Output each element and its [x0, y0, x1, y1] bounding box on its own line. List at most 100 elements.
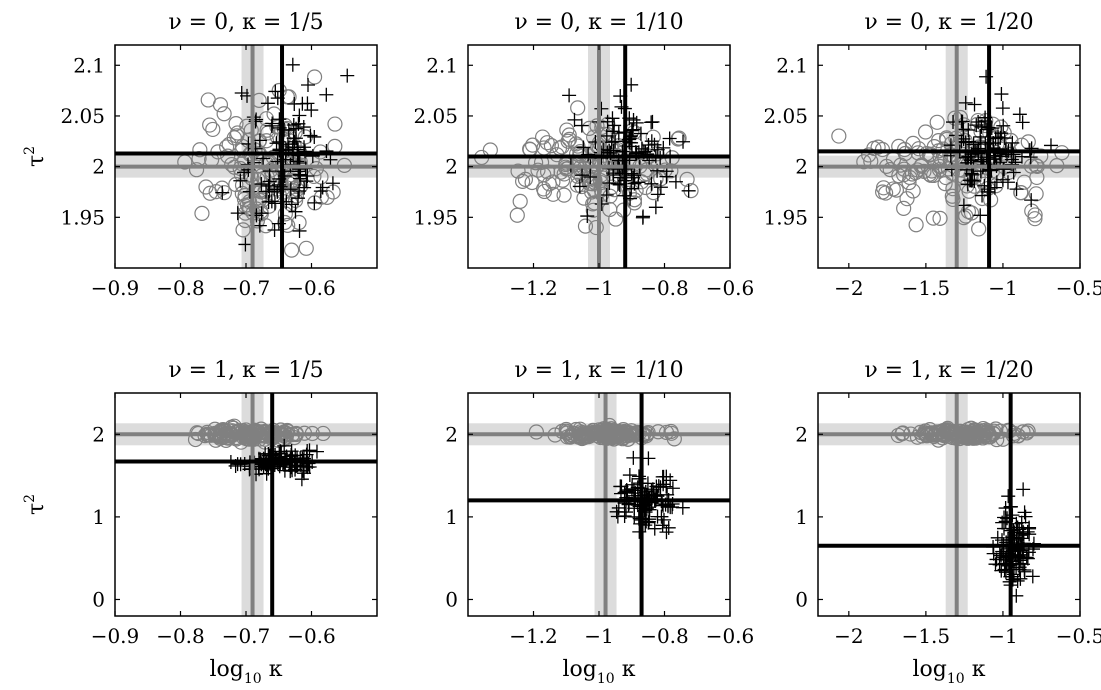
- plus-point: [283, 451, 298, 466]
- panel-title: ν = 1, κ = 1/5: [168, 358, 323, 383]
- y-tick-label: 2: [92, 422, 105, 446]
- plus-point: [1024, 193, 1039, 208]
- circle-point: [216, 106, 232, 122]
- panel-6: −2 −1.5 −1 −0.5 0 1 2 ν = 1, κ = 1/20 log10 κ: [795, 358, 1101, 687]
- circle-point: [235, 222, 251, 238]
- circle-point: [939, 422, 955, 438]
- plus-point: [304, 103, 319, 118]
- y-tick-label: 2: [445, 422, 458, 446]
- plus-point: [292, 223, 307, 238]
- y-tick-label: 2.1: [73, 53, 105, 77]
- circle-point: [650, 424, 666, 440]
- x-tick-label: −0.8: [640, 276, 689, 300]
- plus-point: [1013, 571, 1028, 586]
- circle-point: [971, 221, 987, 237]
- circle-point: [559, 122, 575, 138]
- circle-point: [916, 163, 932, 179]
- plus-point: [655, 518, 670, 533]
- plus-point: [622, 468, 637, 483]
- plus-point: [962, 173, 977, 188]
- circle-point: [1013, 185, 1029, 201]
- panel-2: −1.2 −1 −0.8 −0.6 1.95 2 2.05 2.1 ν = 0, κ = 1/1…: [413, 10, 754, 300]
- x-tick-label: −1: [988, 624, 1017, 648]
- circle-point: [570, 100, 586, 116]
- plus-point: [605, 124, 620, 139]
- plus-point: [325, 176, 340, 191]
- plus-point: [641, 451, 656, 466]
- y-tick-label: 1.95: [60, 205, 105, 229]
- y-tick-label: 2.05: [60, 104, 105, 128]
- plus-point: [659, 479, 674, 494]
- y-tick-label: 0: [92, 587, 105, 611]
- circle-point: [534, 129, 551, 145]
- plus-point: [607, 118, 622, 133]
- plot-area: [818, 393, 1080, 616]
- plus-point: [285, 57, 300, 72]
- plus-point: [268, 84, 283, 99]
- panel-4: −0.9 −0.8 −0.7 −0.6 0 1 2 ν = 1, κ = 1/5 τ2 log10…: [22, 358, 378, 687]
- plus-point: [656, 140, 671, 155]
- plus-point: [303, 128, 318, 143]
- circle-point: [205, 121, 221, 138]
- plus-point: [252, 218, 267, 233]
- plus-point: [661, 520, 676, 535]
- plus-point: [599, 188, 614, 203]
- plus-point: [958, 95, 973, 110]
- circle-point: [192, 142, 208, 158]
- circle-point: [917, 124, 934, 140]
- panel-title: ν = 0, κ = 1/10: [514, 10, 683, 35]
- axes-frame: [817, 44, 1081, 269]
- plus-point: [613, 486, 628, 501]
- plus-point: [1014, 515, 1029, 530]
- plus-point: [287, 97, 302, 112]
- plus-point: [659, 169, 674, 184]
- plus-point: [656, 512, 671, 527]
- circle-point: [202, 117, 218, 133]
- plus-point: [296, 120, 311, 135]
- x-tick-label: −1: [584, 276, 613, 300]
- plus-point: [277, 122, 292, 137]
- circle-point: [228, 115, 244, 132]
- y-tick-label: 2: [795, 422, 808, 446]
- plus-point: [298, 144, 313, 159]
- circle-point: [283, 242, 300, 258]
- circle-point: [626, 195, 643, 211]
- circle-point: [944, 188, 960, 204]
- circle-point: [220, 148, 236, 164]
- circle-point: [878, 185, 894, 201]
- plus-point: [653, 180, 668, 195]
- circle-point: [952, 430, 968, 447]
- plus-point: [633, 126, 648, 141]
- x-tick-label: −0.9: [91, 624, 140, 648]
- plus-point: [267, 223, 282, 238]
- x-tick-label: −0.6: [706, 624, 755, 648]
- x-tick-label: −2: [834, 276, 863, 300]
- plus-point: [230, 206, 245, 221]
- circle-point: [1028, 186, 1044, 202]
- panel-title: ν = 1, κ = 1/20: [864, 358, 1033, 383]
- plus-point: [1016, 482, 1031, 497]
- plus-point: [663, 473, 678, 488]
- circle-point: [985, 116, 1001, 132]
- panel-title: ν = 0, κ = 1/20: [864, 10, 1033, 35]
- plus-point: [288, 204, 303, 219]
- plus-point: [283, 182, 298, 197]
- plus-point: [300, 96, 315, 111]
- plus-point: [287, 134, 302, 149]
- plus-point: [319, 144, 334, 159]
- circle-point: [1027, 207, 1043, 223]
- y-axis-label: τ2: [22, 146, 49, 167]
- plus-point: [626, 112, 641, 127]
- x-tick-label: −0.8: [156, 276, 205, 300]
- plus-point: [289, 121, 304, 136]
- plus-point: [293, 171, 308, 186]
- circle-point: [1033, 148, 1049, 164]
- circle-point: [602, 201, 618, 218]
- x-tick-label: −1: [988, 276, 1017, 300]
- plus-point: [260, 96, 275, 111]
- plus-point: [644, 176, 659, 191]
- plus-point: [286, 131, 301, 146]
- circle-point: [899, 191, 915, 207]
- plus-point: [562, 88, 577, 103]
